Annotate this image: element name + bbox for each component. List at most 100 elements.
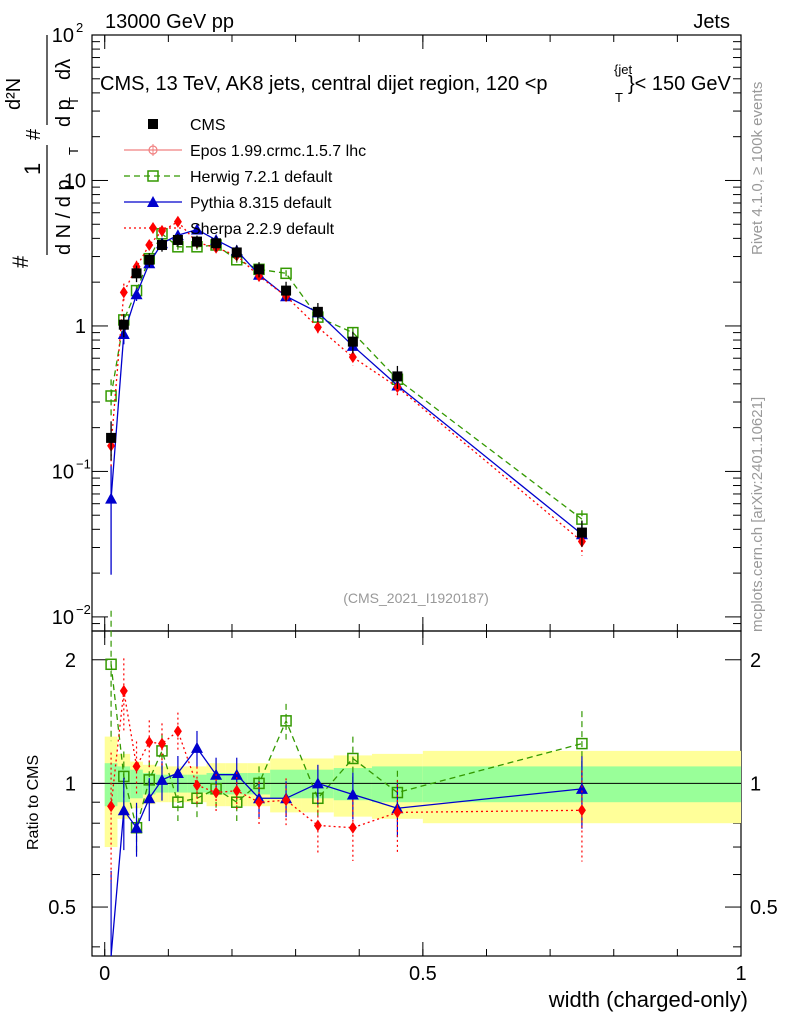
point-cms — [172, 234, 183, 245]
ratio-point-herwig — [280, 715, 292, 727]
plot-title-tail: }< 150 GeV — [628, 73, 732, 95]
series-layer — [105, 215, 588, 957]
ratio-point-sherpa — [132, 760, 141, 773]
ratio-tick-label: 2 — [750, 650, 761, 672]
y-tick-label: 10 — [64, 170, 86, 192]
point-sherpa — [173, 215, 182, 228]
legend-marker — [147, 196, 159, 207]
ylabel-num2: d²N — [3, 78, 25, 110]
ratio-point-pythia — [311, 777, 324, 789]
ratio-point-sherpa — [255, 796, 264, 809]
ylabel-hash1: # — [8, 255, 33, 268]
ylabel-den2: d p — [53, 99, 75, 127]
series-cms — [106, 233, 587, 547]
ratio-point-sherpa — [282, 794, 291, 807]
ratio-point-pythia — [190, 741, 203, 753]
ratio-band-inner — [130, 769, 143, 799]
legend: CMS Epos 1.99.crmc.1.5.7 lhc Herwig 7.2.1 … — [124, 117, 366, 238]
plot-title-sub: T — [615, 90, 623, 105]
ratio-band-inner — [104, 763, 118, 807]
x-tick-label: 0 — [99, 963, 110, 985]
y-tick-exponent: −2 — [76, 602, 91, 617]
ratio-point-sherpa — [393, 806, 402, 819]
series-line-pythia — [110, 228, 583, 535]
ratio-point-sherpa — [232, 784, 241, 797]
point-pythia — [130, 288, 143, 300]
x-tick-label: 1 — [735, 963, 746, 985]
series-line-herwig — [110, 232, 583, 520]
point-sherpa — [157, 224, 166, 237]
point-cms — [576, 527, 587, 538]
y-tick-exponent: 2 — [76, 20, 83, 35]
point-sherpa — [119, 286, 128, 299]
ratio-tick-label: 0.5 — [48, 897, 76, 919]
point-cms — [312, 306, 323, 317]
ratio-tick-label: 2 — [65, 650, 76, 672]
legend-marker — [147, 170, 159, 182]
point-cms — [231, 247, 242, 258]
point-pythia — [190, 223, 203, 235]
ylabel-hash2: # — [23, 128, 45, 140]
point-pythia — [105, 492, 118, 504]
analysis-tag: (CMS_2021_I1920187) — [343, 590, 489, 606]
legend-label: Herwig 7.2.1 default — [190, 169, 333, 186]
x-tick-label: 0.5 — [409, 963, 437, 985]
point-cms — [118, 319, 129, 330]
legend-label: Epos 1.99.crmc.1.5.7 lhc — [190, 143, 366, 160]
plot-title: CMS, 13 TeV, AK8 jets, central dijet reg… — [100, 62, 732, 105]
ratio-point-herwig — [347, 752, 359, 765]
header-left: 13000 GeV pp — [105, 11, 234, 33]
y-tick-label: 10 — [52, 25, 74, 47]
legend-label: CMS — [190, 117, 226, 134]
point-herwig — [105, 390, 117, 402]
header-right: Jets — [693, 11, 730, 33]
y-tick-label: 10 — [52, 461, 74, 483]
legend-item: Pythia 8.315 default — [124, 195, 332, 212]
ratio-tick-label: 1 — [65, 773, 76, 795]
legend-label: Sherpa 2.2.9 default — [190, 221, 335, 238]
ratio-point-sherpa — [577, 804, 586, 817]
legend-label: Pythia 8.315 default — [190, 195, 332, 212]
ratio-point-pythia — [143, 792, 156, 804]
y-axis-label: # 1 d N / d p T # d²N d p T dλ — [3, 35, 81, 268]
ratio-tick-label: 0.5 — [750, 897, 778, 919]
ratio-point-herwig — [576, 737, 588, 750]
point-cms — [144, 254, 155, 265]
point-cms — [392, 371, 403, 382]
series-sherpa — [107, 215, 586, 556]
ratio-tick-label: 1 — [750, 773, 761, 795]
ratio-point-pythia — [575, 782, 588, 794]
series-pythia — [105, 223, 588, 575]
ratio-point-sherpa — [192, 779, 201, 792]
ratio-point-pythia — [171, 767, 184, 779]
ratio-point-sherpa — [313, 819, 322, 832]
ratio-point-pythia — [130, 821, 143, 833]
ratio-point-herwig — [172, 796, 184, 808]
point-herwig — [280, 267, 292, 280]
point-sherpa — [313, 321, 322, 334]
point-cms — [106, 432, 117, 443]
legend-item: Epos 1.99.crmc.1.5.7 lhc — [124, 143, 366, 160]
point-cms — [156, 240, 167, 251]
ratio-y-label: Ratio to CMS — [25, 755, 42, 850]
y-tick-exponent: −1 — [76, 456, 91, 471]
ratio-point-sherpa — [157, 737, 166, 750]
ratio-point-sherpa — [145, 736, 154, 749]
ratio-point-pythia — [230, 768, 243, 780]
ratio-point-sherpa — [348, 821, 357, 834]
y-tick-label: 10 — [52, 607, 74, 629]
ratio-bands — [92, 736, 741, 848]
point-cms — [211, 238, 222, 249]
legend-item: Sherpa 2.2.9 default — [124, 221, 335, 238]
ylabel-num1: 1 — [20, 163, 45, 175]
ylabel-den1: d N / d p — [53, 179, 75, 255]
ratio-point-sherpa — [212, 786, 221, 799]
x-axis-label: width (charged-only) — [548, 987, 748, 1012]
point-cms — [131, 268, 142, 279]
series-line-sherpa — [110, 220, 583, 542]
ratio-point-pythia — [155, 773, 168, 785]
plot-title-sup: {jet — [614, 62, 632, 77]
ratio-series-sherpa — [107, 658, 586, 884]
ratio-point-sherpa — [107, 800, 116, 813]
ratio-point-pythia — [346, 788, 359, 800]
